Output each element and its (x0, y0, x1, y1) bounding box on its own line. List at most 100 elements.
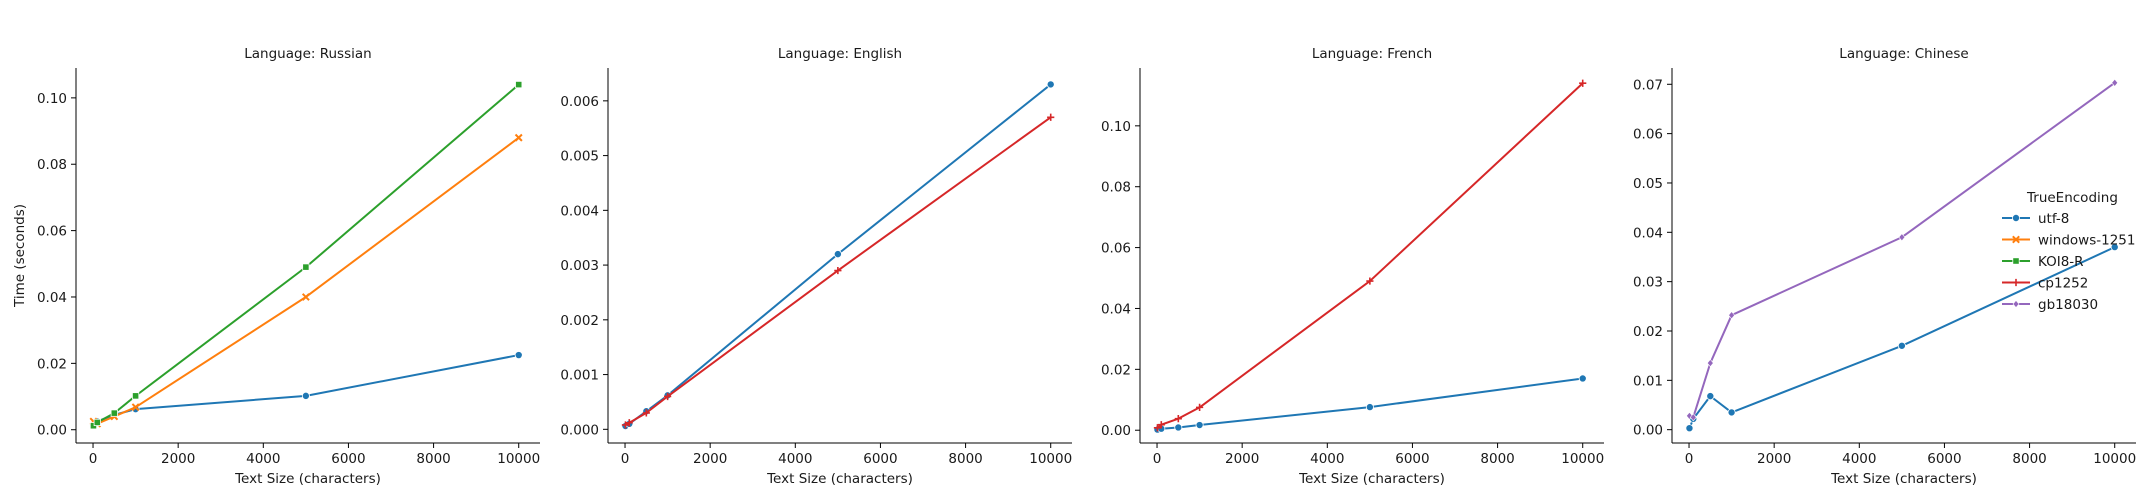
legend-label: windows-1251 (2038, 233, 2135, 249)
data-point (2111, 78, 2119, 87)
legend-marker (2012, 278, 2020, 287)
legend-entry-gb18030: gb18030 (2002, 297, 2098, 313)
legend-entry-windows-1251: windows-1251 (2002, 233, 2135, 249)
y-tick-label: 0.07 (1633, 77, 1663, 93)
series-utf-8 (1153, 374, 1587, 434)
x-tick-label: 4000 (778, 451, 812, 467)
series-cp1252 (1153, 79, 1587, 432)
series-line-koi8-r (92, 83, 520, 427)
x-tick-label: 8000 (948, 451, 982, 467)
x-tick-label: 8000 (1480, 451, 1514, 467)
legend-entry-utf-8: utf-8 (2002, 211, 2069, 227)
legend-marker (2012, 213, 2021, 222)
x-tick-label: 8000 (416, 451, 450, 467)
subplot-title: Language: English (778, 46, 902, 62)
x-tick-label: 6000 (1395, 451, 1429, 467)
data-point (1579, 79, 1587, 87)
data-point (93, 418, 101, 427)
legend-entry-cp1252: cp1252 (2002, 276, 2088, 292)
y-tick-label: 0.10 (1101, 119, 1131, 135)
data-point (1046, 80, 1055, 89)
data-point (301, 293, 310, 301)
data-point (1157, 421, 1165, 429)
x-tick-label: 2000 (1757, 451, 1791, 467)
data-point (1898, 233, 1906, 242)
legend-marker (2012, 299, 2020, 309)
x-tick-label: 10000 (497, 451, 540, 467)
x-tick-label: 10000 (1029, 451, 1072, 467)
series-line-utf-8 (1688, 246, 2116, 429)
y-tick-label: 0.05 (1633, 176, 1663, 192)
subplot-language-french: Language: French 0 2000 4000 6000 8000 10000 0.… (1101, 46, 1604, 487)
y-tick-label: 0.04 (1101, 301, 1131, 317)
data-point (1365, 403, 1374, 412)
y-tick-label: 0.000 (560, 422, 599, 438)
y-tick-label: 0.10 (37, 91, 67, 107)
data-point (1897, 341, 1906, 350)
y-tick-label: 0.02 (1101, 362, 1131, 378)
data-point (1706, 358, 1714, 368)
series-line-gb18030 (1689, 81, 2116, 419)
x-tick-label: 10000 (1561, 451, 1604, 467)
data-point (1689, 413, 1697, 422)
x-tick-label: 4000 (246, 451, 280, 467)
y-tick-label: 0.002 (560, 313, 599, 329)
y-tick-label: 0.003 (560, 258, 599, 274)
x-tick-label: 4000 (1310, 451, 1344, 467)
subplot-grid: Language: Russian 0 2000 4000 6000 8000 10000 0… (12, 46, 2136, 487)
data-point (1366, 277, 1374, 285)
data-point (1727, 408, 1736, 417)
x-axis-label: Text Size (characters) (234, 471, 381, 487)
x-tick-label: 0 (1153, 451, 1162, 467)
x-axis-label: Text Size (characters) (766, 471, 913, 487)
subplot-title: Language: Russian (244, 46, 371, 62)
subplot-title: Language: French (1312, 46, 1432, 62)
data-point (625, 419, 633, 427)
x-axis-label: Text Size (characters) (1830, 471, 1977, 487)
data-point (834, 266, 842, 275)
x-tick-label: 2000 (161, 451, 195, 467)
x-tick-label: 0 (1685, 451, 1694, 467)
x-tick-label: 4000 (1842, 451, 1876, 467)
series-line-windows-1251 (92, 136, 520, 425)
y-tick-label: 0.06 (1101, 241, 1131, 257)
x-tick-label: 6000 (1927, 451, 1961, 467)
data-point (621, 421, 630, 429)
data-point (2110, 243, 2119, 252)
data-point (110, 409, 118, 417)
series-utf-8 (89, 351, 523, 430)
x-tick-label: 6000 (863, 451, 897, 467)
data-point (1196, 403, 1204, 411)
series-windows-1251 (89, 133, 523, 428)
data-point (131, 392, 140, 400)
data-point (131, 403, 140, 412)
legend-marker (2012, 257, 2020, 265)
data-point (1706, 392, 1715, 401)
legend-title: TrueEncoding (2026, 190, 2118, 206)
x-tick-label: 0 (89, 451, 98, 467)
y-tick-label: 0.04 (1633, 225, 1663, 241)
x-tick-label: 8000 (2012, 451, 2046, 467)
series-utf-8 (1685, 243, 2119, 433)
legend: TrueEncoding utf-8 windows-1251 KOI8-R cp12… (2002, 190, 2135, 313)
series-koi8-r (89, 80, 523, 430)
data-point (1174, 423, 1183, 432)
x-tick-label: 2000 (693, 451, 727, 467)
subplot-title: Language: Chinese (1839, 46, 1968, 62)
x-tick-label: 6000 (331, 451, 365, 467)
y-tick-label: 0.00 (1101, 423, 1131, 439)
series-cp1252 (621, 113, 1055, 429)
data-point (1685, 424, 1694, 433)
subplot-language-chinese: Language: Chinese 0 2000 4000 6000 8000 10000 0… (1633, 46, 2136, 487)
y-tick-label: 0.00 (1633, 423, 1663, 439)
y-axis-label: Time (seconds) (12, 204, 28, 308)
y-tick-label: 0.06 (1633, 127, 1663, 143)
legend-label: utf-8 (2038, 211, 2069, 227)
legend-label: cp1252 (2038, 276, 2088, 292)
data-point (1153, 424, 1162, 432)
y-tick-label: 0.01 (1633, 373, 1663, 389)
y-tick-label: 0.005 (560, 149, 599, 165)
legend-entry-koi8-r: KOI8-R (2002, 254, 2084, 270)
data-point (301, 391, 310, 400)
subplot-language-russian: Language: Russian 0 2000 4000 6000 8000 10000 0… (12, 46, 540, 487)
